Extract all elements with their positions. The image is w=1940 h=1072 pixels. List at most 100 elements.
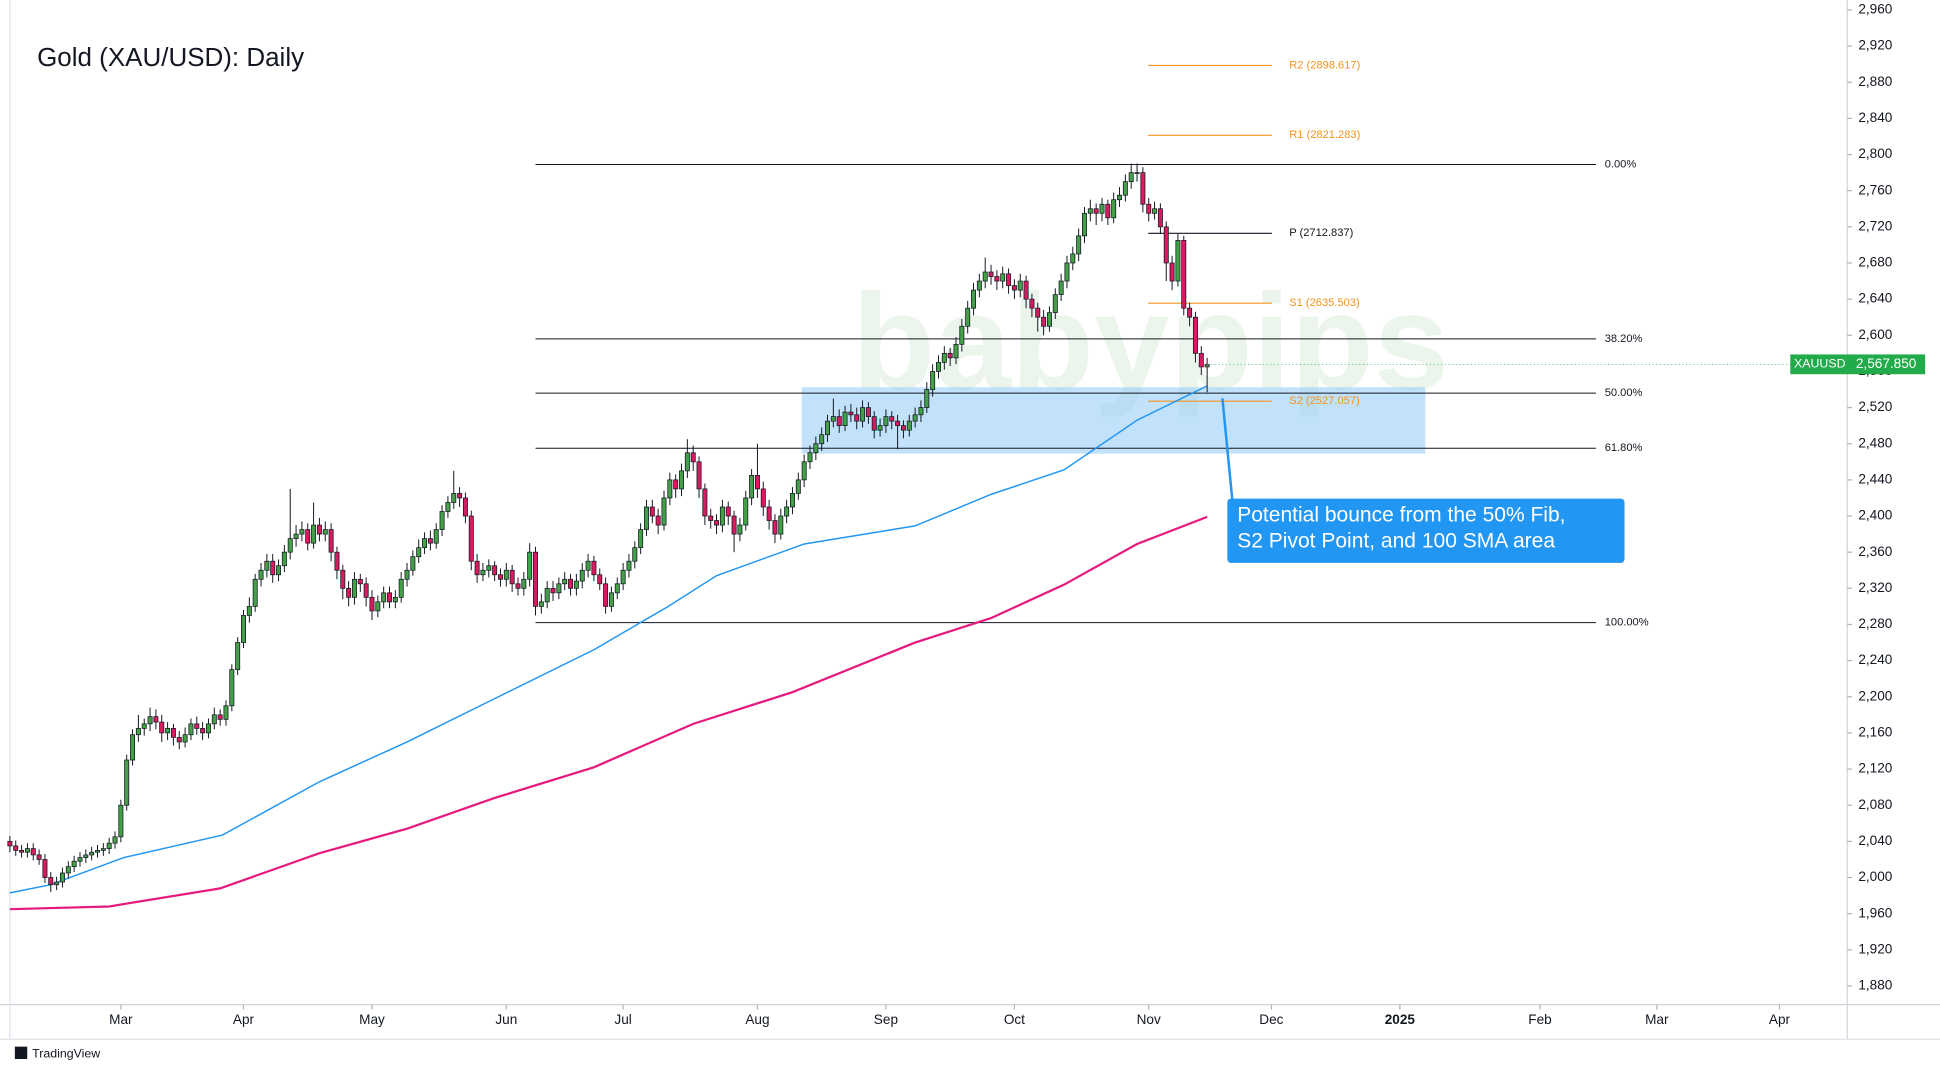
candle-body <box>246 606 252 616</box>
candle-body <box>468 515 474 562</box>
candle-body <box>334 551 340 571</box>
candle-body <box>1029 298 1035 309</box>
x-tick-label: Apr <box>1769 1012 1791 1027</box>
candle-body <box>252 578 258 607</box>
candle-body <box>194 723 200 729</box>
candle-body <box>30 848 36 856</box>
candle-body <box>1134 172 1140 174</box>
candle-body <box>130 734 136 761</box>
candle-body <box>54 881 60 886</box>
candle-body <box>994 276 1000 282</box>
fib-label: 0.00% <box>1605 158 1637 170</box>
candle-body <box>36 854 42 860</box>
candle-body <box>1146 203 1152 214</box>
sma-line <box>9 385 1208 894</box>
candle-body <box>690 452 696 463</box>
candle-body <box>696 461 702 490</box>
pivot-label: S1 (2635.503) <box>1289 297 1360 309</box>
candle-body <box>521 578 527 589</box>
price-tag-symbol: XAUUSD <box>1794 357 1846 371</box>
candle-body <box>836 416 842 427</box>
candle-body <box>387 592 392 603</box>
candle-body <box>865 407 871 417</box>
x-tick-label: Aug <box>745 1012 769 1027</box>
candle-body <box>790 493 795 508</box>
pivot-label: R1 (2821.283) <box>1289 129 1360 141</box>
candle-body <box>1099 203 1105 214</box>
candle-body <box>492 565 498 576</box>
candle-body <box>270 560 276 576</box>
candle-body <box>982 271 988 282</box>
candle-body <box>165 728 171 734</box>
candle-body <box>538 601 544 607</box>
candle-body <box>509 569 515 585</box>
candle-body <box>153 716 159 723</box>
candle-body <box>871 416 877 431</box>
candle-body <box>743 497 749 526</box>
y-tick-label: 2,440 <box>1858 471 1892 486</box>
pivot-label: R2 (2898.617) <box>1289 59 1360 71</box>
y-tick-label: 2,960 <box>1858 2 1892 17</box>
candle-body <box>562 578 568 585</box>
candle-body <box>48 877 54 886</box>
candle-body <box>895 420 901 427</box>
candle-body <box>573 580 579 589</box>
x-tick-label: Dec <box>1259 1012 1283 1027</box>
candle-body <box>363 583 369 598</box>
candle-body <box>118 804 124 838</box>
candle-body <box>311 524 317 544</box>
candle-body <box>7 840 13 847</box>
callout-text: Potential bounce from the 50% Fib, <box>1237 503 1565 526</box>
y-tick-label: 1,920 <box>1858 941 1892 956</box>
y-tick-label: 2,200 <box>1858 688 1892 703</box>
x-tick-label: Oct <box>1004 1012 1025 1027</box>
candle-body <box>200 728 206 734</box>
y-tick-label: 2,160 <box>1858 725 1892 740</box>
candle-body <box>1204 363 1210 368</box>
y-tick-label: 2,640 <box>1858 291 1892 306</box>
chart-title: Gold (XAU/USD): Daily <box>37 42 304 72</box>
candle-body <box>778 515 784 535</box>
candle-body <box>59 872 65 883</box>
candle-body <box>661 497 667 526</box>
x-tick-label: Jun <box>495 1012 517 1027</box>
candle-body <box>877 425 883 431</box>
candle-body <box>1023 280 1029 300</box>
pivot-label: P (2712.837) <box>1289 227 1353 239</box>
y-tick-label: 2,240 <box>1858 652 1892 667</box>
x-tick-label: Mar <box>109 1012 133 1027</box>
candle-body <box>503 569 509 580</box>
candle-body <box>626 560 632 571</box>
candle-body <box>591 560 597 576</box>
candle-body <box>603 583 609 607</box>
candle-body <box>1175 240 1181 282</box>
candle-body <box>100 848 106 851</box>
candle-body <box>1111 199 1117 219</box>
candle-body <box>299 529 305 535</box>
candle-body <box>112 836 118 844</box>
candle-body <box>264 560 270 571</box>
candle-body <box>1058 280 1064 295</box>
candle-body <box>988 271 994 277</box>
y-tick-label: 2,520 <box>1858 399 1892 414</box>
y-tick-label: 2,120 <box>1858 761 1892 776</box>
candle-body <box>719 506 725 526</box>
candle-body <box>422 538 428 549</box>
candle-body <box>860 407 866 422</box>
candle-body <box>462 497 468 517</box>
candle-body <box>13 845 19 851</box>
pivot-label: S2 (2527.057) <box>1289 395 1360 407</box>
candle-body <box>655 515 661 526</box>
candle-body <box>1082 212 1087 237</box>
candle-body <box>533 551 538 607</box>
y-tick-label: 2,840 <box>1858 110 1892 125</box>
candle-body <box>95 850 100 853</box>
candle-body <box>679 470 684 490</box>
candle-body <box>959 325 965 345</box>
candle-body <box>1000 273 1006 282</box>
candle-body <box>1122 181 1128 196</box>
candle-body <box>439 511 445 530</box>
candle-body <box>801 461 807 481</box>
candle-body <box>346 587 352 598</box>
